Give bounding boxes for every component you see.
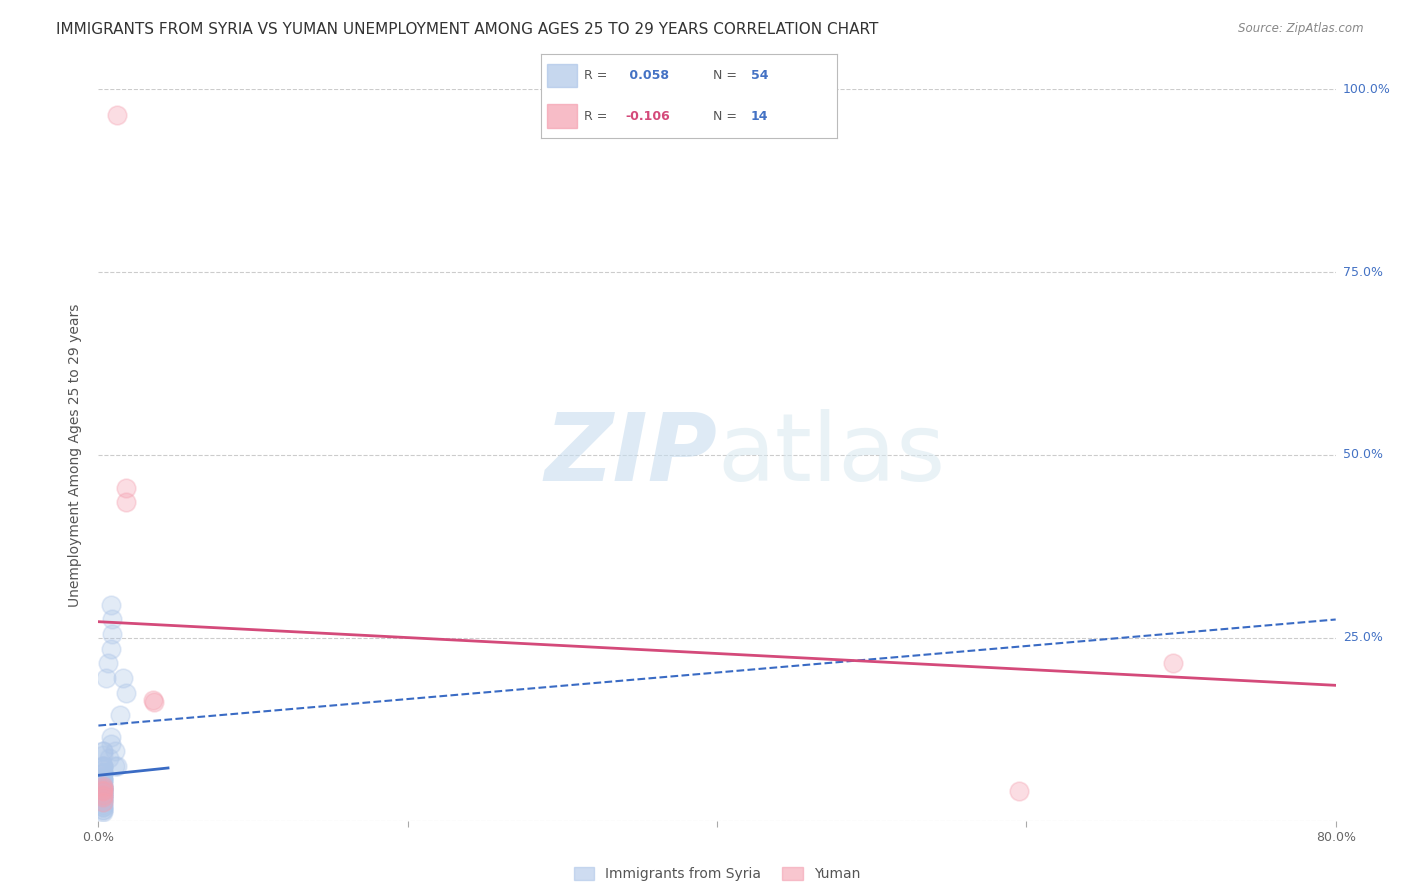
- Point: [104, 758, 127, 772]
- Text: IMMIGRANTS FROM SYRIA VS YUMAN UNEMPLOYMENT AMONG AGES 25 TO 29 YEARS CORRELATIO: IMMIGRANTS FROM SYRIA VS YUMAN UNEMPLOYM…: [56, 22, 879, 37]
- Point: [91, 780, 114, 795]
- Text: 54: 54: [751, 69, 769, 82]
- Bar: [547, 104, 576, 128]
- Legend: Immigrants from Syria, Yuman: Immigrants from Syria, Yuman: [568, 862, 866, 887]
- Point: [91, 758, 114, 772]
- Point: [91, 783, 114, 797]
- Text: Source: ZipAtlas.com: Source: ZipAtlas.com: [1239, 22, 1364, 36]
- Y-axis label: Unemployment Among Ages 25 to 29 years: Unemployment Among Ages 25 to 29 years: [69, 303, 83, 607]
- Point: [91, 773, 114, 788]
- Point: [91, 766, 114, 780]
- Point: [91, 791, 114, 805]
- Point: [91, 788, 114, 802]
- Point: [91, 783, 114, 797]
- Point: [91, 784, 114, 798]
- Point: [100, 641, 122, 656]
- Bar: [547, 63, 576, 87]
- Point: [100, 737, 122, 751]
- Text: 50.0%: 50.0%: [1343, 449, 1382, 461]
- Point: [101, 613, 124, 627]
- Point: [91, 777, 114, 791]
- Text: R =: R =: [583, 110, 607, 123]
- Text: N =: N =: [713, 110, 737, 123]
- Point: [1007, 784, 1029, 798]
- Point: [115, 686, 138, 700]
- Text: 75.0%: 75.0%: [1343, 266, 1382, 278]
- Point: [91, 793, 114, 807]
- Point: [91, 788, 114, 802]
- Text: R =: R =: [583, 69, 607, 82]
- Point: [100, 730, 122, 744]
- Point: [104, 744, 127, 758]
- Point: [91, 803, 114, 817]
- Point: [115, 481, 138, 495]
- Point: [91, 780, 114, 795]
- Point: [100, 598, 122, 612]
- Point: [143, 695, 166, 709]
- Point: [91, 796, 114, 810]
- Point: [1161, 657, 1184, 671]
- Point: [91, 788, 114, 802]
- Point: [91, 793, 114, 807]
- Point: [91, 784, 114, 798]
- Point: [91, 766, 114, 780]
- Point: [91, 797, 114, 812]
- Text: ZIP: ZIP: [544, 409, 717, 501]
- Point: [98, 751, 121, 765]
- Point: [105, 108, 128, 122]
- Point: [101, 627, 124, 641]
- Point: [115, 495, 138, 509]
- Text: atlas: atlas: [717, 409, 945, 501]
- Point: [91, 758, 114, 772]
- Point: [91, 786, 114, 800]
- Point: [91, 789, 114, 804]
- Point: [91, 763, 114, 777]
- Point: [91, 796, 114, 810]
- Text: 25.0%: 25.0%: [1343, 632, 1382, 644]
- Point: [105, 758, 128, 772]
- Point: [91, 803, 114, 817]
- Point: [91, 758, 114, 772]
- Point: [91, 744, 114, 758]
- Point: [97, 657, 120, 671]
- Point: [91, 770, 114, 784]
- Text: -0.106: -0.106: [626, 110, 671, 123]
- Text: 14: 14: [751, 110, 769, 123]
- Point: [91, 747, 114, 762]
- Point: [91, 773, 114, 788]
- Point: [91, 779, 114, 793]
- Point: [96, 671, 118, 685]
- Point: [141, 693, 165, 707]
- Point: [91, 779, 114, 793]
- Point: [91, 766, 114, 780]
- Point: [91, 744, 114, 758]
- Point: [91, 773, 114, 788]
- Point: [91, 783, 114, 797]
- Point: [91, 780, 114, 795]
- Point: [91, 788, 114, 802]
- Point: [91, 790, 114, 805]
- Text: N =: N =: [713, 69, 737, 82]
- Text: 0.058: 0.058: [626, 69, 669, 82]
- Point: [91, 786, 114, 800]
- Point: [108, 707, 131, 722]
- Point: [91, 780, 114, 795]
- Point: [91, 805, 114, 819]
- Point: [91, 800, 114, 814]
- Point: [91, 800, 114, 814]
- Point: [112, 671, 135, 685]
- Text: 100.0%: 100.0%: [1343, 83, 1391, 95]
- Point: [91, 780, 114, 795]
